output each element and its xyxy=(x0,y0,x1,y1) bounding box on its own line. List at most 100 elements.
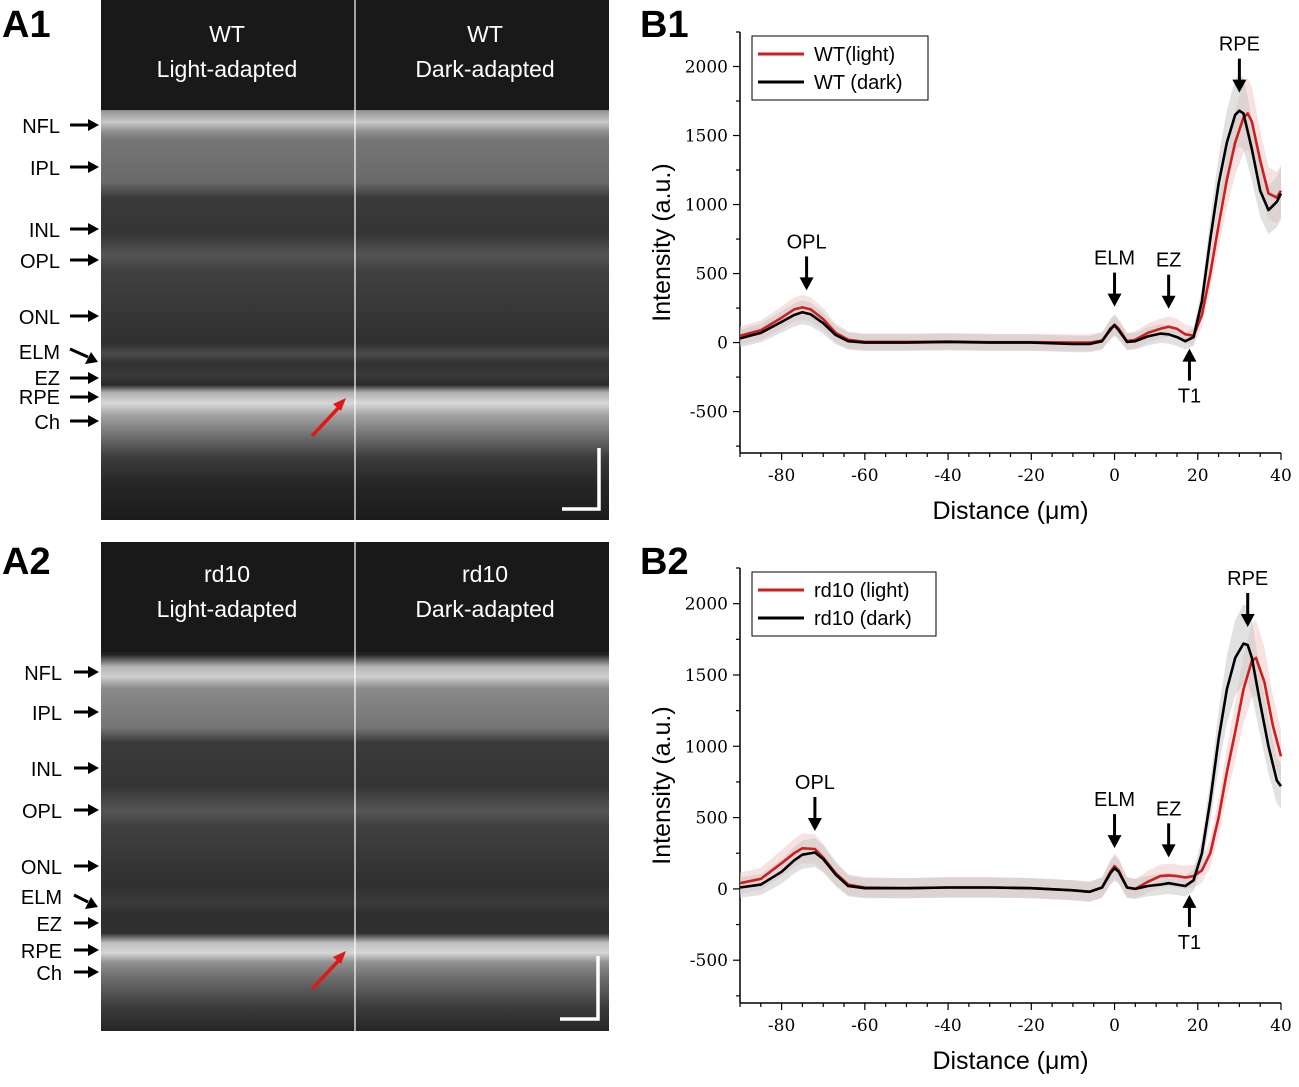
annotation-label: RPE xyxy=(1219,34,1260,56)
x-tick-label: -80 xyxy=(768,466,795,486)
layer-label: INL xyxy=(31,759,62,781)
oct-image-a1: WT Light-adapted WT Dark-adapted NFL IPL… xyxy=(19,0,609,520)
line-chart-b2: -80 -60 -40 -20 0 20 40 -500 0 500 1000 1500 2000 Dis… xyxy=(648,567,1292,1075)
legend-label: WT (dark) xyxy=(814,72,903,94)
x-tick-label: 0 xyxy=(1109,466,1120,486)
layer-label: NFL xyxy=(22,116,60,138)
annotation-label: ELM xyxy=(1094,789,1135,811)
legend-b1: WT(light) WT (dark) xyxy=(751,35,929,101)
annotation-label: EZ xyxy=(1156,798,1182,820)
x-tick-label: 40 xyxy=(1270,466,1292,486)
annotation-label: EZ xyxy=(1156,250,1182,272)
y-tick-label: 1500 xyxy=(685,127,728,147)
x-tick-label: -40 xyxy=(934,466,961,486)
series-band xyxy=(740,74,1281,353)
layer-label: NFL xyxy=(24,663,62,685)
oct-title-a1-left-line1: WT xyxy=(209,21,245,47)
layer-label: IPL xyxy=(32,703,62,725)
annotation-arrowhead xyxy=(1161,295,1176,309)
red-arrow-a2 xyxy=(310,955,344,991)
y-tick-label: 1500 xyxy=(685,666,728,686)
x-axis-label: Distance (μm) xyxy=(932,1047,1088,1075)
panel-label-a2: A2 xyxy=(2,541,51,583)
legend-b2: rd10 (light) rd10 (dark) xyxy=(751,571,937,637)
layer-label: ELM xyxy=(21,887,62,909)
series-lines-b1 xyxy=(739,109,1283,346)
layer-label: ONL xyxy=(21,857,62,879)
layer-label: OPL xyxy=(20,251,60,273)
annotation-label: RPE xyxy=(1227,568,1268,590)
oct-title-a2-right-line2: Dark-adapted xyxy=(415,596,554,622)
layer-label: Ch xyxy=(36,963,62,985)
x-tick-label: -40 xyxy=(934,1016,961,1036)
y-tick-label: 0 xyxy=(717,334,728,354)
layer-label: RPE xyxy=(19,387,60,409)
layer-labels-a2: NFL IPL INL OPL ONL ELM EZ RPE Ch xyxy=(21,663,62,985)
y-axis-label: Intensity (a.u.) xyxy=(648,706,676,864)
layer-arrows-a1 xyxy=(69,119,99,427)
red-arrow-head-a1 xyxy=(333,398,346,411)
legend-box xyxy=(751,571,937,637)
legend-label: rd10 (dark) xyxy=(814,608,912,630)
annotation-label: OPL xyxy=(787,231,827,253)
annotation-label: OPL xyxy=(795,772,835,794)
scale-bar-a2 xyxy=(560,956,600,1021)
scale-bar-a1 xyxy=(562,448,601,511)
layer-label: ELM xyxy=(19,342,60,364)
y-tick-label: 2000 xyxy=(685,58,728,78)
layer-label: INL xyxy=(29,220,60,242)
annotation-arrowhead xyxy=(1161,844,1176,858)
oct-title-a1-right-line1: WT xyxy=(467,21,503,47)
x-tick-label: 20 xyxy=(1187,466,1209,486)
x-axis-label: Distance (μm) xyxy=(932,497,1088,525)
y-tick-label: -500 xyxy=(690,951,728,971)
y-tick-label: 1000 xyxy=(685,196,728,216)
layer-label: OPL xyxy=(22,801,62,823)
y-axis-label: Intensity (a.u.) xyxy=(648,163,676,321)
oct-image-a2: rd10 Light-adapted rd10 Dark-adapted NFL… xyxy=(21,542,609,1031)
series-band xyxy=(740,604,1281,902)
x-tick-label: -80 xyxy=(768,1016,795,1036)
legend-box xyxy=(751,35,929,101)
layer-label: ONL xyxy=(19,307,60,329)
legend-label: WT(light) xyxy=(814,44,895,66)
annotation-arrowhead xyxy=(1107,835,1122,849)
y-tick-label: 2000 xyxy=(685,595,728,615)
annotations-b2: OPL ELM EZ RPE T1 xyxy=(795,568,1268,954)
annotation-arrowhead xyxy=(1182,894,1197,908)
annotations-b1: OPL ELM EZ RPE T1 xyxy=(787,34,1260,408)
series-lines-b2 xyxy=(739,642,1283,894)
annotation-arrowhead xyxy=(1107,293,1122,307)
panel-label-b2: B2 xyxy=(640,541,689,583)
line-chart-b1: -80 -60 -40 -20 0 20 40 -500 0 500 1000 1500 2000 Dis… xyxy=(648,31,1292,525)
layer-label: Ch xyxy=(34,412,60,434)
oct-title-a2-left-line2: Light-adapted xyxy=(157,596,298,622)
oct-title-a1-left-line2: Light-adapted xyxy=(157,56,298,82)
layer-label: IPL xyxy=(30,158,60,180)
layer-label: EZ xyxy=(34,368,60,390)
annotation-arrowhead xyxy=(1240,614,1255,628)
y-tick-label: 500 xyxy=(696,265,728,285)
series-line xyxy=(739,109,1283,346)
annotation-arrowhead xyxy=(1182,348,1197,362)
oct-title-a2-right-line1: rd10 xyxy=(462,561,508,587)
panel-label-a1: A1 xyxy=(2,4,51,46)
bands-b2 xyxy=(740,604,1281,902)
annotation-label: ELM xyxy=(1094,248,1135,270)
layer-arrows-a2 xyxy=(73,666,99,978)
oct-title-a1-right-line2: Dark-adapted xyxy=(415,56,554,82)
x-tick-label: 40 xyxy=(1270,1016,1292,1036)
series-line xyxy=(739,642,1283,894)
x-tick-label: 0 xyxy=(1109,1016,1120,1036)
axes-b2: -80 -60 -40 -20 0 20 40 -500 0 500 1000 1500 2000 Dis… xyxy=(648,567,1292,1075)
legend-label: rd10 (light) xyxy=(814,580,910,602)
red-arrow-head-a2 xyxy=(333,951,346,964)
layer-label: EZ xyxy=(36,914,62,936)
annotation-label: T1 xyxy=(1178,386,1201,408)
layer-label: RPE xyxy=(21,941,62,963)
y-tick-label: 1000 xyxy=(685,737,728,757)
annotation-arrowhead xyxy=(799,277,814,291)
panel-label-b1: B1 xyxy=(640,4,689,46)
x-tick-label: 20 xyxy=(1187,1016,1209,1036)
annotation-arrowhead xyxy=(807,817,822,831)
